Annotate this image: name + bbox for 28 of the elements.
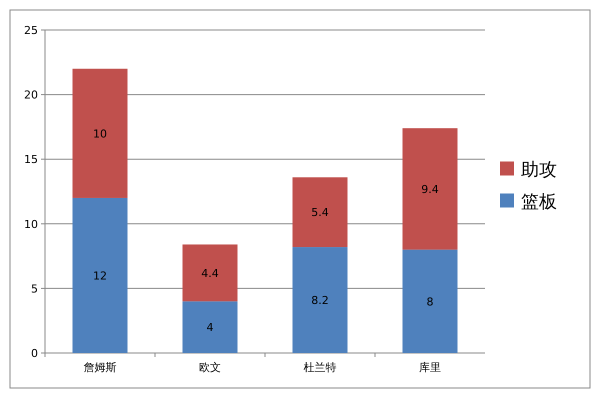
x-tick-label: 詹姆斯	[84, 361, 116, 374]
data-label: 9.4	[421, 182, 439, 196]
y-tick-label: 5	[31, 282, 38, 296]
bar	[182, 244, 238, 302]
data-label: 5.4	[311, 206, 329, 220]
data-label: 10	[93, 127, 107, 140]
y-tick-label: 15	[24, 153, 38, 166]
x-tick-label: 欧文	[199, 361, 221, 374]
data-label: 12	[93, 269, 107, 282]
x-tick-label: 库里	[419, 361, 441, 374]
y-tick-label: 0	[31, 347, 38, 360]
y-tick-label: 25	[24, 24, 38, 37]
legend-label: 篮板	[521, 192, 557, 212]
data-label: 8.2	[311, 294, 329, 308]
x-tick-label: 杜兰特	[304, 361, 336, 374]
data-label: 8	[426, 295, 434, 308]
y-tick-label: 20	[24, 88, 38, 102]
bar	[402, 250, 458, 353]
data-label: 4.4	[201, 266, 219, 280]
bar	[292, 247, 348, 353]
bar	[72, 68, 128, 198]
bar	[402, 128, 458, 250]
bar	[292, 177, 348, 248]
data-label: 4	[206, 321, 214, 334]
y-tick-label: 10	[24, 218, 38, 231]
bar	[72, 198, 128, 353]
legend-label: 助攻	[521, 160, 557, 180]
bar	[182, 301, 238, 353]
